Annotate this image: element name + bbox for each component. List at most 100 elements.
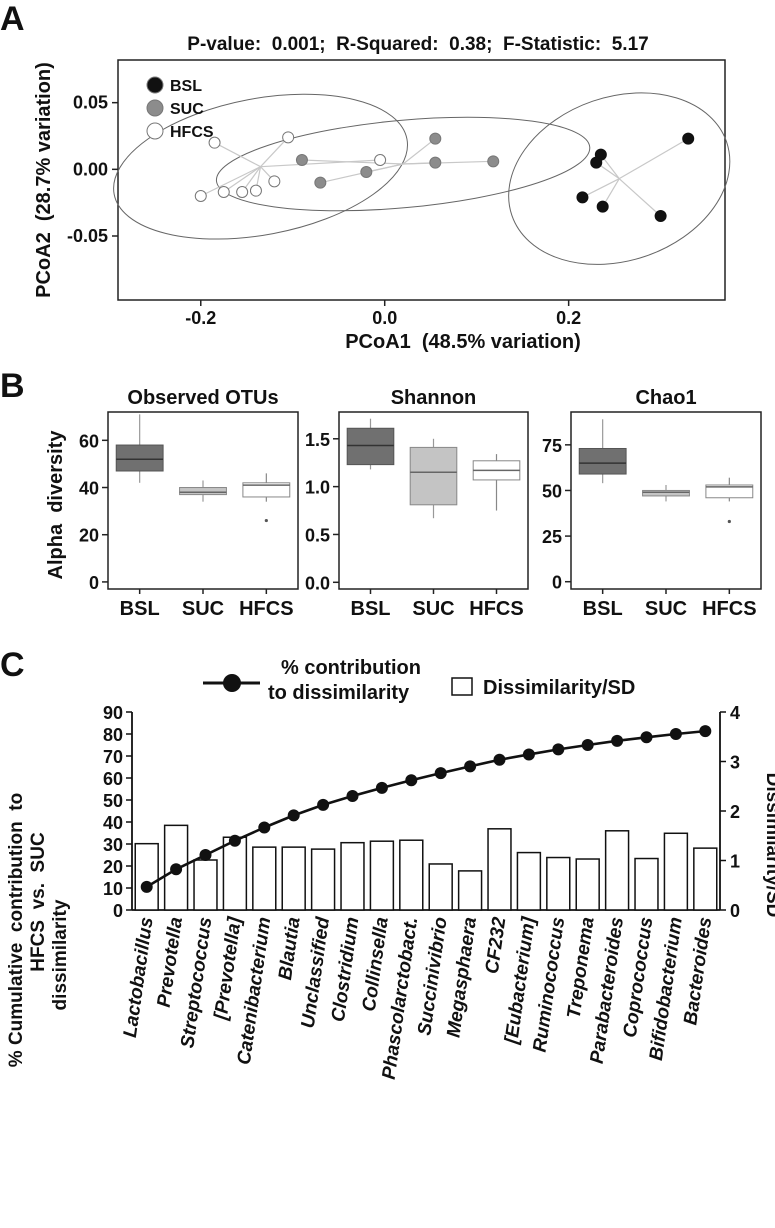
pcoa-point-bsl: [596, 200, 609, 213]
pcoa-point-hfcs: [217, 186, 230, 198]
alpha-box-hfcs: [705, 484, 754, 499]
simper-line-point: [375, 781, 388, 794]
alpha-y-tick-label: 20: [79, 526, 99, 546]
simper-left-tick-label: 90: [103, 703, 123, 723]
pcoa-x-tick-label: 0.2: [556, 308, 581, 328]
alpha-x-tick-label: SUC: [412, 598, 454, 620]
pcoa-spider-line: [200, 166, 261, 197]
simper-bar: [546, 856, 571, 911]
legend-line-marker: [223, 674, 241, 692]
simper-line-point: [287, 809, 300, 822]
pcoa-y-tick-label: 0.05: [73, 93, 108, 113]
pcoa-ylabel: PCoA2 (28.7% variation): [33, 62, 55, 298]
alpha-x-tick-label: SUC: [645, 598, 687, 620]
pcoa-point-hfcs: [208, 136, 221, 149]
legend-line-label-2: to dissimilarity: [268, 682, 410, 704]
simper-category-label: Bacteroides: [680, 916, 716, 1027]
simper-bar: [134, 842, 159, 911]
simper-bar: [310, 848, 336, 911]
simper-left-tick-label: 40: [103, 813, 123, 833]
simper-bar: [252, 846, 277, 911]
simper-ylabel-right: Dissimilarity/SD: [762, 773, 775, 918]
pcoa-spider-line: [402, 138, 436, 165]
legend-bar-label: Dissimilarity/SD: [483, 677, 635, 699]
alpha-y-tick-label: 25: [542, 527, 562, 547]
simper-category-label: Collinsella: [359, 915, 393, 1012]
simper-bar: [369, 840, 395, 911]
pcoa-point-bsl: [590, 156, 603, 169]
pcoa-spider-line: [223, 166, 261, 193]
pcoa-spider-line: [403, 160, 494, 165]
alpha-y-tick-label: 1.0: [305, 478, 330, 498]
simper-line-point: [640, 731, 653, 744]
simper-line-point: [317, 798, 330, 811]
alpha-y-tick-label: 1.5: [305, 430, 330, 450]
simper-line-point: [140, 880, 153, 893]
alpha-x-tick-label: HFCS: [239, 598, 293, 620]
alpha-facet-title: Shannon: [391, 387, 477, 409]
simper-ylabel-line2: HFCS vs. SUC: [28, 832, 49, 972]
pcoa-xlabel: PCoA1 (48.5% variation): [345, 331, 581, 353]
simper-right-tick-label: 2: [730, 802, 740, 822]
simper-bar: [428, 863, 453, 911]
alpha-y-tick-label: 40: [79, 479, 99, 499]
simper-line-point: [464, 760, 477, 773]
alpha-y-tick-label: 0.5: [305, 525, 330, 545]
simper-line-point: [493, 753, 506, 766]
pcoa-x-tick-label: 0.0: [372, 308, 397, 328]
pcoa-legend-label-hfcs: HFCS: [170, 124, 214, 141]
simper-bar: [663, 832, 689, 911]
pcoa-stats-title: P-value: 0.001; R-Squared: 0.38; F-Stati…: [187, 34, 648, 55]
simper-category-label: Lactobacillus: [120, 916, 158, 1039]
simper-line-point: [199, 849, 212, 861]
legend-line-label-1: % contribution: [281, 657, 421, 679]
alpha-y-tick-label: 75: [542, 436, 562, 456]
pcoa-ellipse-hfcs: [113, 93, 408, 240]
simper-category-label: Prevotella: [154, 915, 187, 1008]
pcoa-point-hfcs: [268, 175, 281, 188]
simper-left-tick-label: 70: [103, 747, 123, 767]
simper-left-tick-label: 50: [103, 791, 123, 811]
pcoa-plot-frame: [117, 59, 726, 301]
pcoa-point-bsl: [682, 132, 695, 145]
pcoa-point-suc: [429, 132, 442, 145]
simper-left-tick-label: 0: [113, 901, 123, 921]
pcoa-spider-line: [260, 136, 289, 168]
simper-bar: [193, 859, 218, 911]
simper-bar: [634, 857, 659, 911]
alpha-x-tick-label: SUC: [182, 598, 224, 620]
alpha-box-bsl: [346, 427, 395, 466]
panel-a-letter: A: [0, 0, 25, 38]
pcoa-legend-label-suc: SUC: [170, 101, 204, 118]
legend-bar-swatch: [451, 677, 473, 696]
alpha-box-suc: [409, 446, 458, 506]
alpha-y-tick-label: 50: [542, 481, 562, 501]
pcoa-legend-marker-bsl: [146, 76, 164, 94]
pcoa-legend-marker-suc: [146, 99, 164, 117]
pcoa-point-hfcs: [374, 154, 387, 166]
simper-bar: [340, 841, 365, 911]
alpha-box-bsl: [578, 447, 627, 475]
alpha-box-bsl: [115, 444, 164, 472]
pcoa-point-hfcs: [194, 190, 207, 202]
pcoa-point-suc: [487, 155, 500, 168]
alpha-box-hfcs: [242, 482, 291, 498]
pcoa-legend-marker-hfcs: [146, 122, 164, 140]
simper-bar: [516, 851, 542, 911]
pcoa-spider-line: [260, 159, 381, 168]
simper-bar: [604, 830, 630, 911]
simper-left-tick-label: 20: [103, 857, 123, 877]
simper-ylabel-line1: % Cumulative contribution to: [6, 793, 27, 1067]
simper-left-tick-label: 10: [103, 879, 123, 899]
pcoa-point-hfcs: [282, 131, 295, 144]
alpha-x-tick-label: BSL: [120, 598, 160, 620]
pcoa-point-bsl: [654, 210, 667, 222]
simper-line-point: [170, 863, 183, 876]
simper-line-point: [522, 748, 535, 761]
pcoa-ellipse-suc: [215, 116, 591, 212]
simper-line-point: [258, 821, 271, 834]
pcoa-spider-line: [618, 178, 662, 217]
alpha-x-tick-label: HFCS: [469, 598, 523, 620]
simper-bar: [575, 858, 600, 911]
